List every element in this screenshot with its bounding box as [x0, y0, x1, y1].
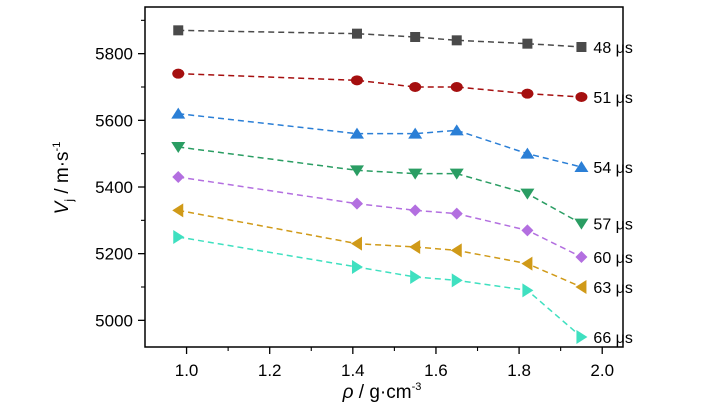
series-label: 51 μs [593, 90, 632, 107]
data-point [171, 142, 186, 153]
data-point [449, 124, 464, 136]
x-axis-title: ρ / g·cm-3 [342, 381, 422, 403]
data-point [350, 75, 363, 86]
series-label: 54 μs [593, 160, 632, 177]
x-tick-label: 1.4 [341, 361, 365, 380]
series-labels: 48 μs 51 μs 54 μs 57 μs 60 μs 63 μs 66 μs [593, 40, 632, 347]
data-point [522, 38, 533, 49]
series-line [178, 236, 582, 338]
x-axis: 1.0 1.2 1.4 1.6 1.8 2.0 [175, 347, 614, 380]
data-point [409, 240, 421, 254]
x-tick-label: 1.6 [424, 361, 448, 380]
data-point [451, 35, 462, 46]
data-point [408, 127, 423, 139]
data-point [172, 203, 184, 218]
data-point [410, 32, 421, 42]
data-point [351, 260, 363, 274]
data-point [172, 68, 185, 79]
data-point [349, 127, 364, 139]
x-tick-label: 1.0 [175, 361, 199, 380]
data-point [408, 168, 423, 180]
series-line [178, 176, 582, 258]
data-point [171, 107, 186, 119]
plot-frame [144, 6, 624, 348]
y-axis-title: Vj / m·s-1 [51, 142, 76, 215]
y-tick-label: 5600 [95, 111, 133, 130]
series-label: 63 μs [593, 280, 632, 297]
y-tick-label: 5800 [95, 45, 133, 64]
data-point [450, 243, 462, 258]
y-tick-label: 5000 [95, 311, 133, 330]
series [171, 107, 589, 172]
series-line [178, 209, 582, 288]
series-label: 57 μs [593, 217, 632, 234]
y-tick-label: 5200 [95, 245, 133, 264]
y-axis: 5000 5200 5400 5600 5800 [95, 19, 145, 330]
data-point [409, 204, 422, 217]
data-point [451, 273, 463, 288]
data-point [449, 168, 464, 180]
data-point [520, 147, 535, 159]
x-tick-label: 2.0 [590, 361, 614, 380]
series-layer [171, 25, 589, 344]
data-point [410, 270, 422, 284]
data-point [350, 236, 362, 251]
series [171, 142, 589, 230]
series [172, 203, 587, 294]
data-point [521, 224, 534, 237]
series-line [178, 72, 582, 98]
series-label: 66 μs [593, 330, 632, 347]
data-point [522, 283, 534, 298]
y-tick-label: 5400 [95, 178, 133, 197]
data-point [575, 92, 588, 102]
data-point [575, 251, 588, 263]
data-point [409, 82, 422, 92]
data-point [575, 280, 587, 294]
series-line [178, 29, 582, 48]
data-point [576, 42, 587, 52]
series [172, 68, 588, 102]
data-point [574, 218, 589, 230]
data-point [172, 171, 185, 183]
data-point [350, 197, 363, 210]
series [173, 230, 588, 344]
data-point [521, 88, 534, 99]
data-point [450, 82, 463, 92]
x-tick-label: 1.2 [258, 361, 282, 380]
data-point [521, 256, 533, 271]
data-point [349, 165, 364, 177]
series [172, 171, 588, 263]
data-point [574, 161, 589, 172]
data-point [520, 188, 535, 200]
series-line [178, 112, 582, 168]
data-point [351, 28, 362, 39]
series-label: 48 μs [593, 40, 632, 57]
data-point [173, 230, 185, 244]
series [173, 25, 587, 52]
data-point [450, 207, 463, 220]
x-tick-label: 1.8 [507, 361, 531, 380]
data-point [576, 330, 588, 344]
data-point [173, 25, 184, 36]
series-line [178, 146, 582, 225]
series-label: 60 μs [593, 250, 632, 267]
